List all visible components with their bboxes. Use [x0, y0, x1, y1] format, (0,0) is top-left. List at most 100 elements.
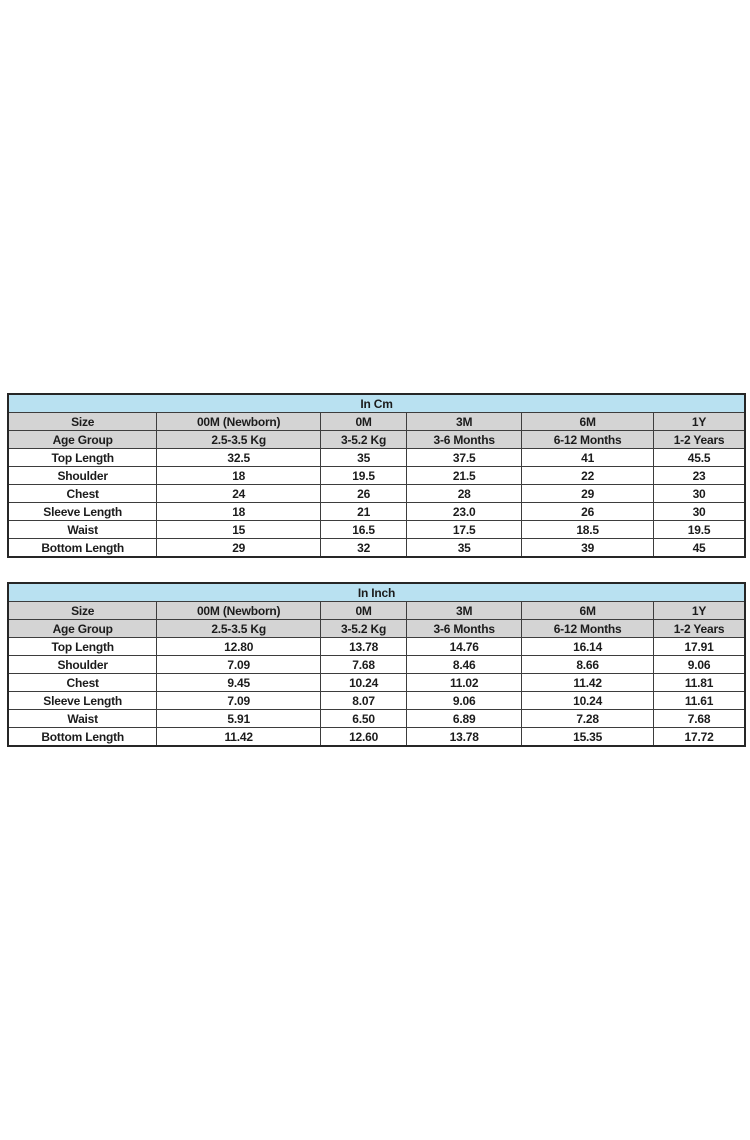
cell-value: 12.60: [319, 727, 408, 747]
cell-value: 12.80: [156, 637, 321, 656]
age-group-row: Age Group 2.5-3.5 Kg 3-5.2 Kg 3-6 Months…: [7, 619, 746, 638]
table-title: In Inch: [7, 582, 746, 602]
size-header-row: Size 00M (Newborn) 0M 3M 6M 1Y: [7, 601, 746, 620]
table-row: Chest 9.45 10.24 11.02 11.42 11.81: [7, 673, 746, 692]
size-table-cm: In Cm Size 00M (Newborn) 0M 3M 6M 1Y Age…: [7, 393, 746, 558]
cell-value: 8.66: [521, 655, 655, 674]
column-header: 0M: [319, 601, 408, 620]
cell-value: 9.06: [653, 655, 746, 674]
cell-value: 24: [156, 484, 321, 503]
column-header: 6-12 Months: [521, 619, 655, 638]
cell-value: 30: [653, 484, 746, 503]
size-table-cm-wrap: In Cm Size 00M (Newborn) 0M 3M 6M 1Y Age…: [7, 393, 746, 558]
table-row: Shoulder 18 19.5 21.5 22 23: [7, 466, 746, 485]
cell-value: 15.35: [521, 727, 655, 747]
cell-value: 11.81: [653, 673, 746, 692]
column-header: 3-5.2 Kg: [319, 619, 408, 638]
cell-value: 17.72: [653, 727, 746, 747]
cell-value: 29: [156, 538, 321, 558]
cell-value: 21: [319, 502, 408, 521]
cell-value: 6.89: [406, 709, 523, 728]
cell-value: 18: [156, 466, 321, 485]
cell-value: 35: [319, 448, 408, 467]
cell-value: 22: [521, 466, 655, 485]
cell-value: 14.76: [406, 637, 523, 656]
row-label: Bottom Length: [7, 727, 158, 747]
table-row: Bottom Length 11.42 12.60 13.78 15.35 17…: [7, 727, 746, 747]
row-label: Shoulder: [7, 655, 158, 674]
cell-value: 32: [319, 538, 408, 558]
cell-value: 11.42: [156, 727, 321, 747]
cell-value: 45.5: [653, 448, 746, 467]
cell-value: 23: [653, 466, 746, 485]
column-header: 1Y: [653, 412, 746, 431]
row-label: Top Length: [7, 448, 158, 467]
table-title-row: In Inch: [7, 582, 746, 602]
cell-value: 5.91: [156, 709, 321, 728]
column-header: 2.5-3.5 Kg: [156, 619, 321, 638]
cell-value: 16.14: [521, 637, 655, 656]
size-table-inch-wrap: In Inch Size 00M (Newborn) 0M 3M 6M 1Y A…: [7, 582, 746, 747]
table-row: Top Length 12.80 13.78 14.76 16.14 17.91: [7, 637, 746, 656]
cell-value: 6.50: [319, 709, 408, 728]
table-row: Waist 5.91 6.50 6.89 7.28 7.68: [7, 709, 746, 728]
table-title: In Cm: [7, 393, 746, 413]
cell-value: 13.78: [406, 727, 523, 747]
cell-value: 15: [156, 520, 321, 539]
cell-value: 17.5: [406, 520, 523, 539]
cell-value: 11.61: [653, 691, 746, 710]
cell-value: 13.78: [319, 637, 408, 656]
column-header: 2.5-3.5 Kg: [156, 430, 321, 449]
cell-value: 7.28: [521, 709, 655, 728]
cell-value: 30: [653, 502, 746, 521]
size-header-row: Size 00M (Newborn) 0M 3M 6M 1Y: [7, 412, 746, 431]
row-label: Top Length: [7, 637, 158, 656]
row-label: Waist: [7, 709, 158, 728]
cell-value: 18.5: [521, 520, 655, 539]
cell-value: 9.06: [406, 691, 523, 710]
column-header: 0M: [319, 412, 408, 431]
cell-value: 23.0: [406, 502, 523, 521]
age-group-row: Age Group 2.5-3.5 Kg 3-5.2 Kg 3-6 Months…: [7, 430, 746, 449]
column-header: 00M (Newborn): [156, 412, 321, 431]
cell-value: 19.5: [653, 520, 746, 539]
row-label: Waist: [7, 520, 158, 539]
table-row: Shoulder 7.09 7.68 8.46 8.66 9.06: [7, 655, 746, 674]
row-label: Shoulder: [7, 466, 158, 485]
row-label: Sleeve Length: [7, 691, 158, 710]
cell-value: 9.45: [156, 673, 321, 692]
cell-value: 41: [521, 448, 655, 467]
age-group-label: Age Group: [7, 619, 158, 638]
column-header: 3M: [406, 601, 523, 620]
table-row: Bottom Length 29 32 35 39 45: [7, 538, 746, 558]
age-group-label: Age Group: [7, 430, 158, 449]
cell-value: 10.24: [319, 673, 408, 692]
row-label: Bottom Length: [7, 538, 158, 558]
cell-value: 18: [156, 502, 321, 521]
cell-value: 7.09: [156, 655, 321, 674]
column-header: 1-2 Years: [653, 430, 746, 449]
cell-value: 7.68: [653, 709, 746, 728]
column-header: 00M (Newborn): [156, 601, 321, 620]
cell-value: 29: [521, 484, 655, 503]
cell-value: 26: [521, 502, 655, 521]
size-header-label: Size: [7, 412, 158, 431]
column-header: 3-6 Months: [406, 430, 523, 449]
row-label: Chest: [7, 484, 158, 503]
cell-value: 8.07: [319, 691, 408, 710]
column-header: 6M: [521, 412, 655, 431]
cell-value: 37.5: [406, 448, 523, 467]
row-label: Sleeve Length: [7, 502, 158, 521]
cell-value: 10.24: [521, 691, 655, 710]
cell-value: 11.02: [406, 673, 523, 692]
column-header: 3-6 Months: [406, 619, 523, 638]
cell-value: 39: [521, 538, 655, 558]
table-row: Waist 15 16.5 17.5 18.5 19.5: [7, 520, 746, 539]
cell-value: 35: [406, 538, 523, 558]
cell-value: 26: [319, 484, 408, 503]
cell-value: 45: [653, 538, 746, 558]
cell-value: 32.5: [156, 448, 321, 467]
row-label: Chest: [7, 673, 158, 692]
cell-value: 21.5: [406, 466, 523, 485]
